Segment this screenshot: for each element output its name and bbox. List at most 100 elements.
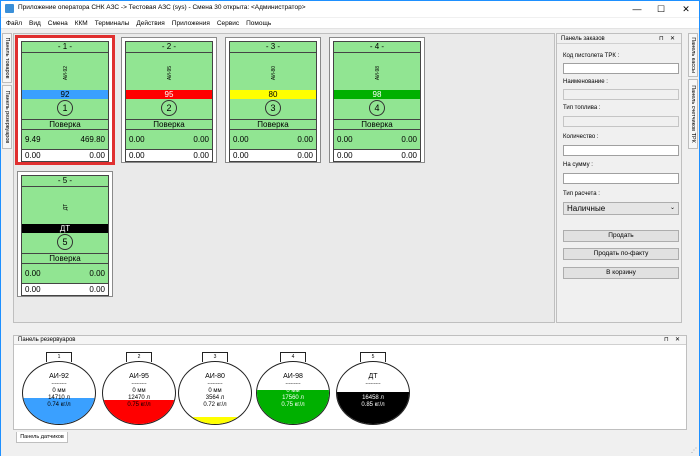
close-icon[interactable]: ✕ <box>670 36 676 42</box>
close-icon[interactable]: ✕ <box>682 4 690 14</box>
total-volume: 0.00 <box>337 151 353 160</box>
tank-fill-level <box>179 416 251 424</box>
tab-counters-panel[interactable]: Панель счетчиков ТРК <box>688 79 698 149</box>
pump-status: Поверка <box>22 253 108 264</box>
name-label: Наименование : <box>563 79 608 85</box>
pump-card[interactable]: - 3 - АИ-80 80 3 Поверка 0.00 0.00 0.00 0.00 <box>225 37 321 163</box>
tab-cash-panel[interactable]: Панель кассы <box>688 33 698 77</box>
tab-goods-panel[interactable]: Панель товаров <box>2 33 12 83</box>
pump-body: АИ-80 80 3 Поверка 0.00 0.00 <box>229 53 317 149</box>
menu-bar: Файл Вид Смена ККМ Терминалы Действия Приложен… <box>1 18 699 29</box>
tank-divider: --------- <box>365 381 381 387</box>
fuel-color-bar: 92 <box>22 90 108 99</box>
pump-status: Поверка <box>334 119 420 130</box>
sell-by-fact-button[interactable]: Продать по-факту <box>563 248 679 260</box>
pump-totals: 0.00 0.00 <box>125 149 213 162</box>
pump-header: - 3 - <box>229 41 317 53</box>
reservoir-panel-header: Панель резервуаров ⊓ ✕ <box>14 336 686 345</box>
window-title: Приложение оператора СНК АЗС -> Тестовая… <box>18 4 306 11</box>
tank-number: 2 <box>126 352 152 362</box>
resize-grip-icon[interactable]: ⋰ <box>691 448 697 454</box>
menu-help[interactable]: Помощь <box>246 20 272 27</box>
volume-value: 0.00 <box>337 135 353 144</box>
app-icon <box>5 4 14 13</box>
name-field <box>563 89 679 100</box>
title-bar: Приложение оператора СНК АЗС -> Тестовая… <box>1 1 699 17</box>
tank-body <box>336 361 410 425</box>
tank-fuel-name: ДТ <box>368 373 378 380</box>
pump-body: ДТ ДТ 5 Поверка 0.00 0.00 <box>21 187 109 283</box>
calc-type-select[interactable]: Наличные ⌄ <box>563 202 679 215</box>
menu-service[interactable]: Сервис <box>216 20 240 27</box>
pump-values: 0.00 0.00 <box>334 133 420 146</box>
tab-label: Панель кассы <box>690 37 696 73</box>
pump-area: - 1 - АИ-92 92 1 Поверка 9.49 469.80 0.00 0.00- … <box>13 33 555 323</box>
reservoir-tank[interactable]: 3 АИ-80 --------- 0 мм 3564 л 0.72 кг/л <box>178 352 252 428</box>
sum-input[interactable] <box>563 173 679 184</box>
fuel-nozzle-label: АИ-92 <box>22 58 110 88</box>
volume-value: 0.00 <box>129 135 145 144</box>
tank-level-mm: 0 мм <box>208 388 222 394</box>
fuel-nozzle-label: АИ-80 <box>230 58 318 88</box>
pump-card[interactable]: - 2 - АИ-95 95 2 Поверка 0.00 0.00 0.00 0.00 <box>121 37 217 163</box>
reservoir-tank[interactable]: 4 АИ-98 --------- 0 мм 17560 л 0.75 кг/л <box>256 352 330 428</box>
tank-number: 4 <box>280 352 306 362</box>
fuel-color-bar: 80 <box>230 90 316 99</box>
pump-card[interactable]: - 5 - ДТ ДТ 5 Поверка 0.00 0.00 0.00 0.00 <box>17 171 113 297</box>
tank-fill-level <box>337 391 409 424</box>
reservoir-tank[interactable]: 1 АИ-92 --------- 0 мм 14710 л 0.74 кг/л <box>22 352 96 428</box>
reservoir-panel: Панель резервуаров ⊓ ✕ 1 АИ-92 --------- 0 … <box>13 335 687 430</box>
amount-value: 0.00 <box>297 135 313 144</box>
fuel-color-bar: 95 <box>126 90 212 99</box>
tank-fuel-name: АИ-98 <box>283 373 303 380</box>
pin-icon[interactable]: ⊓ <box>664 337 669 343</box>
pump-body: АИ-95 95 2 Поверка 0.00 0.00 <box>125 53 213 149</box>
order-panel-header: Панель заказов ⊓ ✕ <box>557 34 681 44</box>
tank-number: 5 <box>360 352 386 362</box>
total-volume: 0.00 <box>129 151 145 160</box>
pump-totals: 0.00 0.00 <box>21 283 109 296</box>
pump-body: АИ-98 98 4 Поверка 0.00 0.00 <box>333 53 421 149</box>
tank-divider: --------- <box>207 381 223 387</box>
tank-info: ДТ --------- 0 мм 16458 л 0.85 кг/л <box>336 361 410 425</box>
tank-volume: 3564 л <box>205 395 225 401</box>
tab-sensors-panel[interactable]: Панель датчиков <box>16 432 68 443</box>
code-input[interactable] <box>563 63 679 74</box>
pump-card[interactable]: - 1 - АИ-92 92 1 Поверка 9.49 469.80 0.00 0.00 <box>15 35 115 165</box>
calc-type-label: Тип расчета : <box>563 191 600 197</box>
tank-level-mm: 0 мм <box>132 388 146 394</box>
menu-file[interactable]: Файл <box>6 20 22 27</box>
nozzle-number: 2 <box>161 100 177 116</box>
reservoir-tank[interactable]: 5 ДТ --------- 0 мм 16458 л 0.85 кг/л <box>336 352 410 428</box>
fuel-nozzle-label: АИ-95 <box>126 58 214 88</box>
reservoir-tank[interactable]: 2 АИ-95 --------- 0 мм 12470 л 0.75 кг/л <box>102 352 176 428</box>
fuel-color-bar: ДТ <box>22 224 108 233</box>
pump-header: - 1 - <box>21 41 109 53</box>
calc-type-value: Наличные <box>567 204 606 213</box>
pump-totals: 0.00 0.00 <box>333 149 421 162</box>
fuel-vertical-label: ДТ <box>63 203 69 211</box>
menu-view[interactable]: Вид <box>28 20 41 27</box>
sell-button[interactable]: Продать <box>563 230 679 242</box>
pump-status: Поверка <box>230 119 316 130</box>
tank-fill-level <box>257 389 329 424</box>
menu-shift[interactable]: Смена <box>47 20 68 27</box>
tank-level-mm: 0 мм <box>52 388 66 394</box>
tank-density: 0.75 кг/л <box>127 402 151 408</box>
maximize-icon[interactable]: ☐ <box>656 4 666 14</box>
tab-reservoirs-panel[interactable]: Панель резервуаров <box>2 85 12 149</box>
menu-actions[interactable]: Действия <box>136 20 165 27</box>
add-to-cart-button[interactable]: В корзину <box>563 267 679 279</box>
pump-card[interactable]: - 4 - АИ-98 98 4 Поверка 0.00 0.00 0.00 0.00 <box>329 37 425 163</box>
menu-terminals[interactable]: Терминалы <box>94 20 130 27</box>
close-icon[interactable]: ✕ <box>675 337 681 343</box>
tank-body <box>22 361 96 425</box>
quantity-input[interactable] <box>563 145 679 156</box>
total-volume: 0.00 <box>233 151 249 160</box>
menu-applications[interactable]: Приложения <box>171 20 210 27</box>
minimize-icon[interactable]: — <box>632 4 642 14</box>
menu-kkm[interactable]: ККМ <box>74 20 88 27</box>
pin-icon[interactable]: ⊓ <box>659 36 664 42</box>
total-amount: 0.00 <box>401 151 417 160</box>
